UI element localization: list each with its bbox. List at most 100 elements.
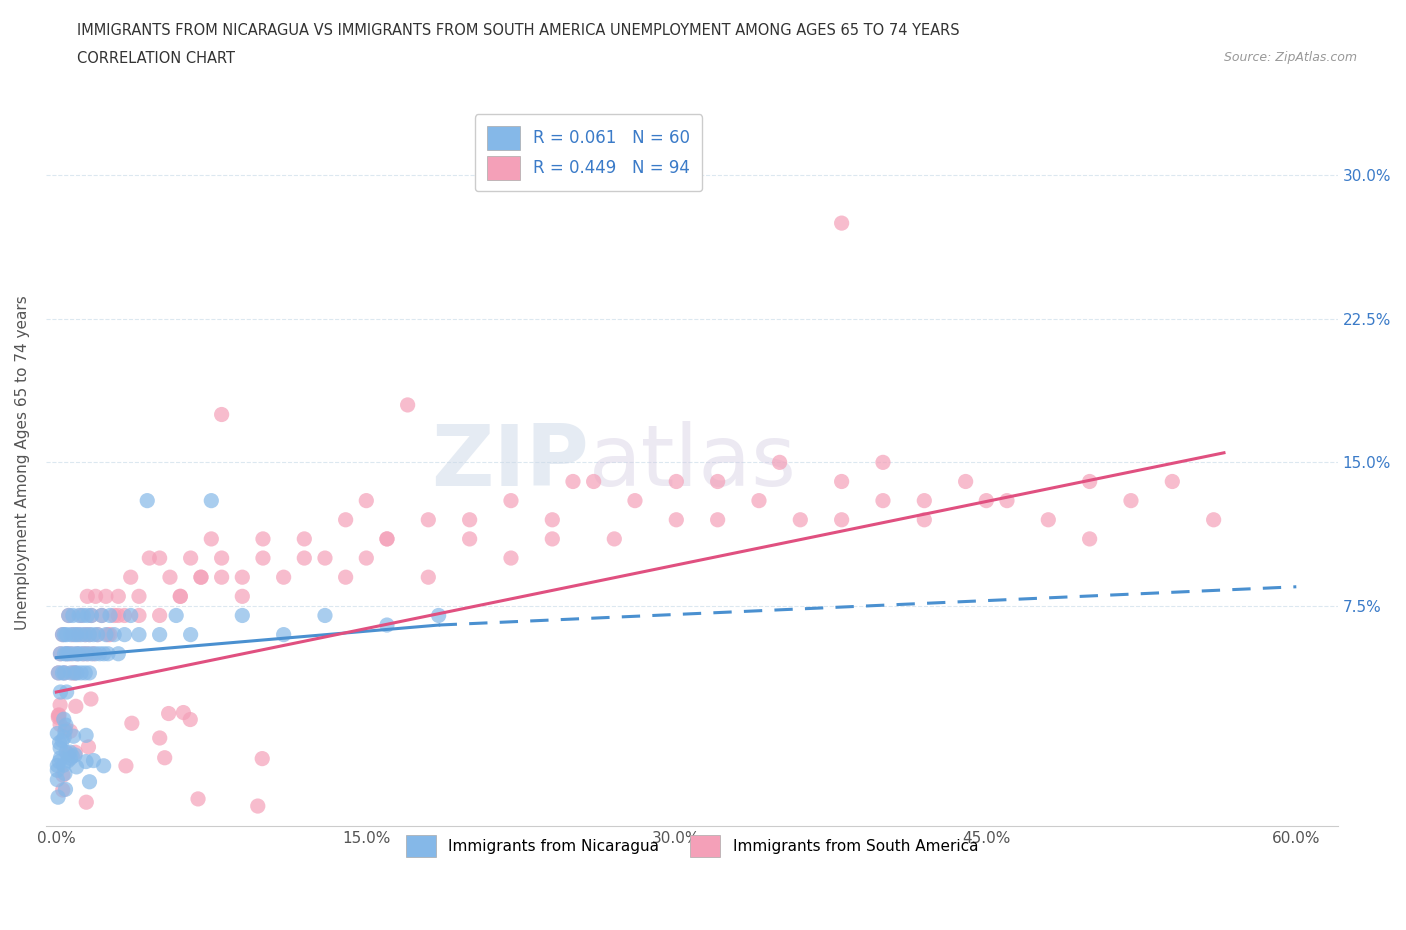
Point [165, 608, 187, 623]
Point [335, 512, 357, 527]
Point [84, 589, 107, 604]
Point [53, 766, 76, 781]
Text: IMMIGRANTS FROM NICARAGUA VS IMMIGRANTS FROM SOUTH AMERICA UNEMPLOYMENT AMONG AG: IMMIGRANTS FROM NICARAGUA VS IMMIGRANTS … [77, 23, 960, 38]
Point [458, 531, 481, 546]
Text: ZIP: ZIP [430, 421, 589, 504]
Point [748, 493, 770, 508]
Point [159, 570, 181, 585]
Point [76, 589, 98, 604]
Point [93, 646, 115, 661]
Point [62, 646, 84, 661]
Point [82, 753, 104, 768]
Point [63, 748, 86, 763]
Point [48, 754, 70, 769]
Legend: Immigrants from Nicaragua, Immigrants from South America: Immigrants from Nicaragua, Immigrants fr… [394, 823, 990, 870]
Point [335, 570, 357, 585]
Point [70, 608, 93, 623]
Point [46, 790, 69, 804]
Point [107, 646, 129, 661]
Point [53, 646, 76, 661]
Point [46, 758, 69, 773]
Point [427, 608, 450, 623]
Point [86, 627, 108, 642]
Point [48, 666, 70, 681]
Point [375, 531, 398, 546]
Point [48, 736, 70, 751]
Point [120, 570, 142, 585]
Point [77, 739, 100, 754]
Point [72, 608, 94, 623]
Point [66, 646, 89, 661]
Point [66, 666, 89, 681]
Point [63, 666, 86, 681]
Point [79, 666, 101, 681]
Point [1119, 493, 1142, 508]
Point [80, 646, 103, 661]
Point [62, 666, 84, 681]
Point [58, 608, 80, 623]
Point [59, 724, 82, 738]
Point [67, 608, 90, 623]
Point [831, 216, 853, 231]
Point [70, 666, 93, 681]
Point [56, 753, 79, 768]
Point [52, 782, 75, 797]
Point [97, 646, 120, 661]
Point [53, 724, 76, 738]
Point [190, 570, 212, 585]
Point [356, 493, 378, 508]
Point [128, 627, 150, 642]
Point [55, 718, 77, 733]
Point [624, 493, 647, 508]
Point [955, 474, 977, 489]
Point [75, 754, 97, 769]
Point [1161, 474, 1184, 489]
Point [252, 531, 274, 546]
Point [66, 627, 89, 642]
Point [65, 760, 87, 775]
Point [59, 666, 82, 681]
Point [53, 627, 76, 642]
Point [53, 730, 76, 745]
Point [211, 407, 233, 422]
Point [128, 589, 150, 604]
Point [49, 751, 72, 765]
Point [55, 745, 77, 760]
Point [831, 474, 853, 489]
Point [1078, 474, 1101, 489]
Point [458, 512, 481, 527]
Point [76, 608, 98, 623]
Text: Source: ZipAtlas.com: Source: ZipAtlas.com [1223, 51, 1357, 64]
Point [94, 589, 117, 604]
Point [66, 646, 89, 661]
Text: atlas: atlas [589, 421, 796, 504]
Point [62, 608, 84, 623]
Point [1038, 512, 1060, 527]
Point [912, 493, 935, 508]
Point [80, 608, 103, 623]
Point [90, 608, 112, 623]
Point [252, 751, 274, 766]
Point [169, 589, 191, 604]
Point [292, 531, 315, 546]
Point [58, 646, 80, 661]
Point [665, 512, 688, 527]
Point [396, 397, 419, 412]
Point [59, 751, 82, 765]
Point [107, 608, 129, 623]
Point [48, 708, 70, 723]
Point [49, 684, 72, 699]
Point [67, 627, 90, 642]
Point [231, 570, 253, 585]
Point [562, 474, 585, 489]
Point [872, 455, 894, 470]
Point [375, 531, 398, 546]
Point [70, 627, 93, 642]
Point [80, 692, 103, 707]
Point [51, 627, 73, 642]
Point [51, 733, 73, 748]
Point [59, 646, 82, 661]
Point [190, 570, 212, 585]
Point [52, 711, 75, 726]
Point [995, 493, 1018, 508]
